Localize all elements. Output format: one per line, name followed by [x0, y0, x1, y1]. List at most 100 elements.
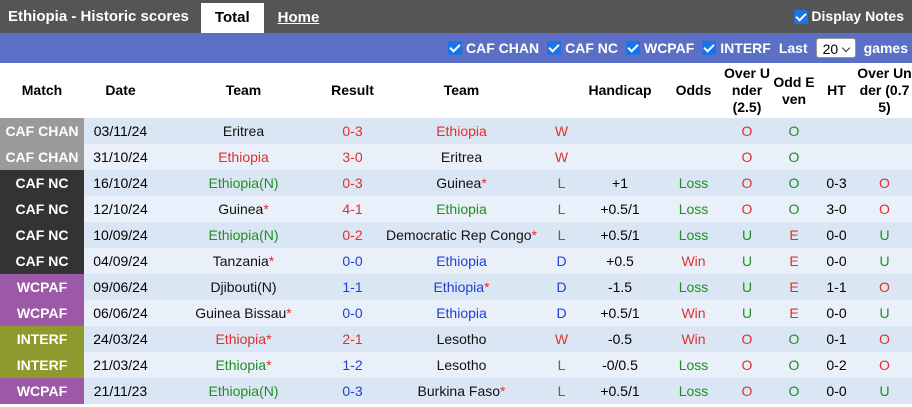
checkbox[interactable] [625, 41, 640, 55]
column-header: Result [330, 63, 375, 118]
team-name: Ethiopia [436, 305, 487, 321]
filter-label: WCPAF [643, 40, 695, 56]
odds: Loss [665, 378, 722, 404]
half-time: 0-0 [816, 300, 857, 326]
checkbox[interactable] [702, 41, 717, 55]
team: Democratic Rep Congo* [375, 222, 548, 248]
over-under: O [722, 118, 772, 144]
row: WCPAF 21/11/23 Ethiopia(N) 0-3 Burkina Faso*… [0, 378, 912, 404]
odds: Win [665, 248, 722, 274]
result: 2-1 [330, 326, 375, 352]
over-under-075: U [857, 300, 912, 326]
result: 1-1 [330, 274, 375, 300]
label: Display Notes [811, 8, 904, 24]
checkbox[interactable] [794, 9, 809, 24]
display-notes[interactable]: Display Notes [794, 0, 904, 33]
over-under: O [722, 352, 772, 378]
tab[interactable]: Home [277, 9, 320, 26]
handicap: -0.5 [575, 326, 665, 352]
handicap: +1 [575, 170, 665, 196]
team-name: Ethiopia [436, 201, 487, 217]
odd-even: E [772, 274, 816, 300]
handicap: +0.5 [575, 248, 665, 274]
team-marker: * [500, 383, 506, 399]
team: Ethiopia [375, 196, 548, 222]
last-label: Last [778, 40, 808, 56]
over-under: O [722, 378, 772, 404]
tab[interactable]: Total [200, 3, 264, 33]
date: 10/09/24 [84, 222, 157, 248]
team: Lesotho [375, 352, 548, 378]
team-marker: * [531, 227, 537, 243]
date: 31/10/24 [84, 144, 157, 170]
column-header: Match [0, 63, 84, 118]
team: Tanzania* [157, 248, 330, 274]
team-name: Ethiopia [218, 149, 269, 165]
column-header: Team [157, 63, 330, 118]
top-bar: Ethiopia - Historic scores Total Home Di… [0, 0, 912, 33]
last-select[interactable]: 20 [815, 38, 856, 58]
row: INTERF 21/03/24 Ethiopia* 1-2 Lesotho L -0/0.5… [0, 352, 912, 378]
team: Guinea* [157, 196, 330, 222]
team-marker: * [266, 357, 272, 373]
team-name: Ethiopia(N) [208, 175, 279, 191]
odds: Win [665, 300, 722, 326]
over-under-075: O [857, 326, 912, 352]
filter[interactable]: WCPAF [625, 40, 695, 56]
outcome: W [548, 326, 575, 352]
team: Ethiopia [157, 144, 330, 170]
over-under: O [722, 170, 772, 196]
team-marker: * [268, 253, 275, 269]
over-under-075: O [857, 170, 912, 196]
handicap: +0.5/1 [575, 378, 665, 404]
team: Ethiopia(N) [157, 222, 330, 248]
team-marker: * [481, 175, 487, 191]
handicap [575, 118, 665, 144]
column-header: Handicap [575, 63, 665, 118]
half-time: 0-2 [816, 352, 857, 378]
half-time: 0-3 [816, 170, 857, 196]
over-under: U [722, 300, 772, 326]
checkbox[interactable] [547, 41, 562, 55]
outcome: L [548, 196, 575, 222]
result: 0-0 [330, 248, 375, 274]
handicap [575, 144, 665, 170]
outcome: W [548, 118, 575, 144]
filter[interactable]: CAF CHAN [447, 40, 539, 56]
team-name: Tanzania [212, 253, 269, 269]
handicap: +0.5/1 [575, 300, 665, 326]
over-under-075: O [857, 274, 912, 300]
over-under: O [722, 144, 772, 170]
team-name: Ethiopia [215, 357, 267, 373]
date: 24/03/24 [84, 326, 157, 352]
over-under-075: O [857, 352, 912, 378]
team-name: Eritrea [440, 149, 483, 165]
date: 09/06/24 [84, 274, 157, 300]
odd-even: O [772, 378, 816, 404]
team: Ethiopia* [157, 352, 330, 378]
odd-even: O [772, 352, 816, 378]
checkbox[interactable] [447, 41, 462, 55]
result: 1-2 [330, 352, 375, 378]
outcome: D [548, 274, 575, 300]
date: 12/10/24 [84, 196, 157, 222]
date: 21/11/23 [84, 378, 157, 404]
team: Ethiopia [375, 300, 548, 326]
odds [665, 118, 722, 144]
games-label: games [863, 40, 908, 56]
date: 21/03/24 [84, 352, 157, 378]
team: Djibouti(N) [157, 274, 330, 300]
over-under-075: U [857, 378, 912, 404]
team: Eritrea [157, 118, 330, 144]
filter[interactable]: INTERF [702, 40, 771, 56]
filter-label: INTERF [720, 40, 771, 56]
half-time [816, 144, 857, 170]
half-time: 0-1 [816, 326, 857, 352]
team: Lesotho [375, 326, 548, 352]
filter[interactable]: CAF NC [547, 40, 618, 56]
outcome: L [548, 170, 575, 196]
result: 3-0 [330, 144, 375, 170]
row: WCPAF 06/06/24 Guinea Bissau* 0-0 Ethiopia D +… [0, 300, 912, 326]
title: Ethiopia - Historic scores [8, 8, 189, 25]
